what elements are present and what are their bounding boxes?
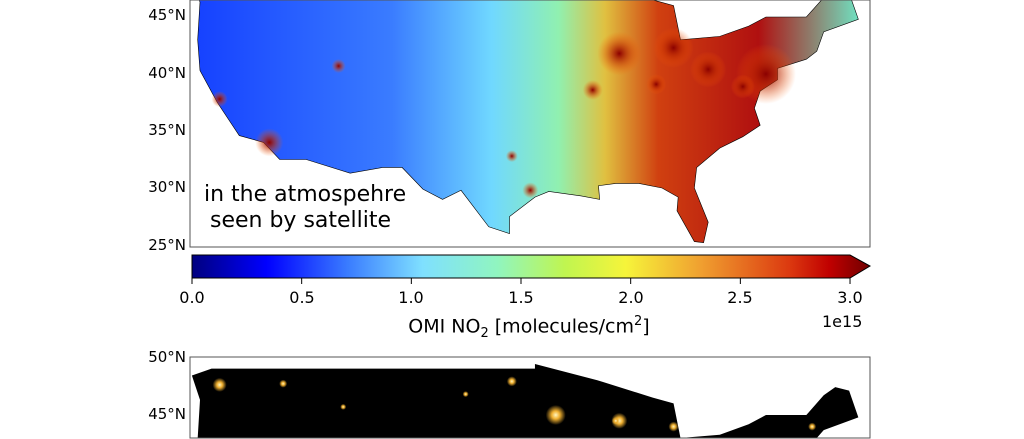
label-subscript: 2 <box>480 326 489 342</box>
label-text: [molecules/cm <box>488 315 634 338</box>
city-lights <box>611 416 620 425</box>
city-lights <box>212 377 227 392</box>
lat-label: 30°N <box>148 178 186 196</box>
no2-hotspot <box>331 59 346 74</box>
colorbar-tick-label: 2.0 <box>618 288 644 307</box>
colorbar-tick-label: 0.5 <box>289 288 315 307</box>
no2-hotspot <box>522 182 539 199</box>
label-text: OMI NO <box>408 315 481 338</box>
city-lights <box>808 422 817 431</box>
colorbar <box>191 254 872 279</box>
lat-label: 25°N <box>148 236 186 254</box>
no2-hotspot <box>646 74 667 95</box>
colorbar-tick-label: 2.5 <box>727 288 753 307</box>
no2-hotspot <box>690 51 727 88</box>
top-map-frame <box>189 0 871 248</box>
no2-map <box>197 0 859 244</box>
no2-hotspot <box>255 128 284 157</box>
colorbar-tick-label: 1.0 <box>398 288 424 307</box>
colorbar-tick-label: 1.5 <box>508 288 534 307</box>
colorbar-tick-label: 3.0 <box>837 288 863 307</box>
colorbar-label: OMI NO2 [molecules/cm2] <box>0 314 1024 341</box>
city-lights <box>506 376 517 387</box>
annotation-line: in the atmospehre <box>204 182 407 207</box>
lat-label: 45°N <box>148 405 186 423</box>
colorbar-tick-label: 0.0 <box>179 288 205 307</box>
annotation-line: seen by satellite <box>210 208 392 233</box>
night-lights-map <box>191 363 859 438</box>
lat-label: 40°N <box>148 64 186 82</box>
lat-label: 35°N <box>148 121 186 139</box>
city-lights <box>279 379 288 388</box>
no2-hotspot <box>582 79 603 100</box>
label-superscript: 2 <box>634 314 643 329</box>
colorbar-offset-text: 1e15 <box>822 312 863 331</box>
bottom-map-frame <box>189 356 871 439</box>
lat-label: 50°N <box>148 348 186 366</box>
no2-hotspot <box>211 91 228 108</box>
no2-hotspot <box>730 74 755 99</box>
city-lights <box>340 403 347 410</box>
colorbar-ticks <box>191 278 851 284</box>
no2-hotspot <box>653 27 694 68</box>
us-outline-night <box>191 363 859 438</box>
lat-label: 45°N <box>148 6 186 24</box>
label-text: ] <box>642 315 650 338</box>
city-lights <box>545 405 566 425</box>
city-lights <box>668 421 679 432</box>
map-annotation: in the atmospehre seen by satellite <box>204 182 406 234</box>
no2-hotspot <box>597 31 642 76</box>
city-lights <box>462 391 469 398</box>
no2-hotspot <box>505 150 518 163</box>
